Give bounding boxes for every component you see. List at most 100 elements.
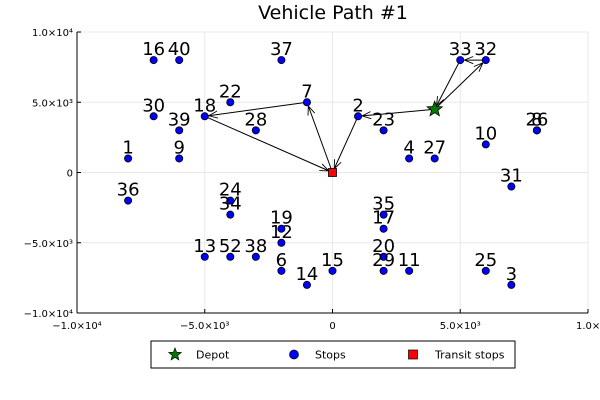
path-segment bbox=[362, 108, 435, 116]
stop-label: 11 bbox=[398, 250, 421, 271]
stop-label: 1 bbox=[122, 137, 133, 158]
stop-point bbox=[175, 154, 184, 163]
stop-label: 9 bbox=[173, 137, 184, 158]
legend-circle-icon bbox=[289, 349, 299, 360]
stop-label: 30 bbox=[142, 95, 165, 116]
stop-label: 31 bbox=[500, 166, 523, 187]
path-segment bbox=[209, 101, 308, 116]
stop-point bbox=[149, 56, 158, 65]
stop-label: 32 bbox=[474, 39, 497, 60]
y-tick-label: 0 bbox=[67, 169, 73, 180]
y-tick-label: −5.0×10³ bbox=[24, 239, 73, 250]
stop-point bbox=[277, 56, 286, 65]
stop-label: 39 bbox=[168, 109, 191, 130]
stop-label: 16 bbox=[142, 39, 165, 60]
stop-point bbox=[226, 196, 235, 205]
stop-point bbox=[379, 210, 388, 219]
stop-point bbox=[328, 266, 337, 275]
stop-point bbox=[481, 140, 490, 149]
stop-label: 22 bbox=[219, 81, 242, 102]
stop-point bbox=[532, 126, 541, 135]
transit-stop-marker bbox=[328, 168, 337, 177]
stop-label: 29 bbox=[372, 250, 395, 271]
stop-point bbox=[226, 252, 235, 261]
stop-point bbox=[481, 266, 490, 275]
stop-label: 4 bbox=[403, 137, 414, 158]
stop-label: 7 bbox=[301, 81, 312, 102]
transit-stops bbox=[328, 168, 337, 177]
legend-star-icon bbox=[167, 347, 183, 361]
stop-label: 20 bbox=[372, 236, 395, 257]
y-tick-label: −1.0×10⁴ bbox=[24, 309, 73, 320]
stop-label: 3 bbox=[506, 264, 517, 285]
stop-point bbox=[430, 154, 439, 163]
stop-point bbox=[124, 196, 133, 205]
stop-point bbox=[251, 126, 260, 135]
stop-point bbox=[302, 98, 311, 107]
stop-label: 10 bbox=[474, 123, 497, 144]
legend-label: Depot bbox=[196, 349, 230, 362]
stop-label: 26 bbox=[525, 109, 548, 130]
stop-label: 8 bbox=[531, 109, 542, 130]
legend-label: Stops bbox=[315, 349, 346, 362]
stop-label: 2 bbox=[352, 95, 363, 116]
stop-label: 34 bbox=[219, 194, 242, 215]
stop-point bbox=[405, 266, 414, 275]
y-ticks: 1.0×10⁴ 5.0×10³ 0 −5.0×10³ −1.0×10⁴ bbox=[24, 28, 81, 320]
stop-label: 18 bbox=[193, 95, 216, 116]
stop-label: 27 bbox=[423, 137, 446, 158]
y-tick-label: 5.0×10³ bbox=[32, 98, 73, 109]
legend: Depot Stops Transit stops bbox=[150, 340, 516, 369]
stop-point bbox=[379, 252, 388, 261]
stop-point bbox=[379, 266, 388, 275]
stop-point bbox=[302, 280, 311, 289]
stop-point bbox=[379, 224, 388, 233]
stop-point bbox=[379, 126, 388, 135]
stop-point bbox=[175, 126, 184, 135]
stop-point bbox=[149, 112, 158, 121]
stop-point bbox=[507, 280, 516, 289]
stop-point bbox=[251, 252, 260, 261]
stop-label: 37 bbox=[270, 39, 293, 60]
stop-label: 23 bbox=[372, 109, 395, 130]
stop-label: 15 bbox=[321, 250, 344, 271]
stop-point bbox=[507, 182, 516, 191]
legend-square-icon bbox=[408, 349, 418, 360]
stop-point bbox=[481, 56, 490, 65]
path-segment bbox=[437, 59, 461, 106]
stop-label: 6 bbox=[276, 250, 287, 271]
x-tick-label: 0 bbox=[329, 321, 335, 332]
stop-point bbox=[277, 238, 286, 247]
x-tick-label: 5.0×10³ bbox=[440, 321, 481, 332]
stop-label: 14 bbox=[295, 264, 318, 285]
stop-label: 40 bbox=[168, 39, 191, 60]
stop-point bbox=[175, 56, 184, 65]
stop-point bbox=[405, 154, 414, 163]
stop-label: 13 bbox=[193, 236, 216, 257]
x-tick-label: −1.0×10⁴ bbox=[52, 321, 101, 332]
stop-label: 25 bbox=[474, 250, 497, 271]
path-segment bbox=[204, 115, 329, 171]
depot bbox=[426, 100, 444, 117]
x-tick-label: −5.0×10³ bbox=[180, 321, 229, 332]
path-segment bbox=[334, 116, 359, 169]
legend-label: Transit stops bbox=[434, 349, 505, 362]
legend-box bbox=[150, 340, 516, 369]
stop-label: 33 bbox=[449, 39, 472, 60]
stop-point bbox=[277, 266, 286, 275]
stop-point bbox=[277, 224, 286, 233]
stop-point bbox=[124, 154, 133, 163]
path-segment bbox=[308, 106, 333, 173]
stop-point bbox=[200, 112, 209, 121]
chart-title: Vehicle Path #1 bbox=[258, 2, 408, 24]
stop-label: 36 bbox=[117, 180, 140, 201]
stop-label: 35 bbox=[372, 194, 395, 215]
stop-point bbox=[456, 56, 465, 65]
stop-point bbox=[200, 252, 209, 261]
depot-marker bbox=[426, 100, 444, 117]
stop-label: 19 bbox=[270, 208, 293, 229]
stop-label: 24 bbox=[219, 180, 242, 201]
stop-label: 52 bbox=[219, 236, 242, 257]
y-tick-label: 1.0×10⁴ bbox=[32, 28, 73, 39]
stop-label: 28 bbox=[244, 109, 267, 130]
